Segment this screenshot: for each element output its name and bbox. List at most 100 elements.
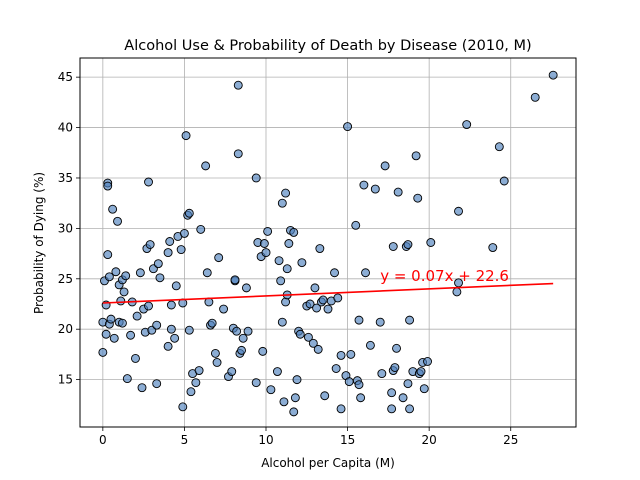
data-point — [289, 407, 299, 417]
data-point — [163, 248, 173, 258]
data-point — [494, 142, 504, 152]
data-point — [230, 275, 240, 285]
data-point — [132, 311, 142, 321]
data-point — [219, 304, 229, 314]
data-point — [315, 244, 325, 253]
data-point — [135, 268, 145, 278]
data-point — [403, 240, 413, 249]
data-point — [413, 193, 423, 203]
data-point — [375, 317, 385, 327]
data-point — [411, 151, 421, 161]
data-point — [104, 272, 114, 282]
data-point — [166, 300, 176, 310]
data-point — [171, 281, 181, 291]
regression-line-group — [102, 282, 554, 304]
y-tick-label: 30 — [58, 221, 73, 235]
y-tick-label: 20 — [58, 322, 73, 336]
data-point — [392, 343, 401, 353]
data-point — [266, 385, 276, 395]
data-point — [377, 369, 387, 379]
data-point — [258, 346, 268, 356]
data-point — [196, 224, 206, 234]
data-point — [201, 161, 211, 171]
data-point — [380, 161, 390, 171]
data-point — [387, 388, 397, 398]
data-point — [416, 367, 426, 376]
data-point — [145, 240, 155, 249]
data-point — [320, 391, 330, 401]
x-tick-label: 15 — [340, 433, 355, 447]
data-point — [184, 208, 194, 218]
data-point — [530, 92, 540, 102]
data-point — [308, 338, 318, 348]
regression-line — [102, 282, 554, 304]
data-point — [251, 173, 261, 183]
data-point — [116, 296, 126, 306]
data-point — [181, 131, 191, 141]
data-point — [106, 314, 116, 324]
x-axis-ticks: 0 5 10 15 20 25 — [99, 427, 518, 447]
data-point — [290, 393, 300, 403]
data-point — [152, 379, 162, 389]
data-point — [387, 404, 397, 414]
data-point — [272, 367, 282, 376]
data-point — [259, 239, 269, 248]
data-point — [323, 304, 333, 314]
data-point — [398, 393, 408, 403]
data-point — [163, 341, 173, 351]
data-point — [313, 344, 323, 354]
data-point — [279, 397, 289, 407]
data-point — [330, 268, 339, 278]
data-point — [194, 366, 204, 375]
data-point — [109, 333, 119, 343]
x-tick-label: 25 — [503, 433, 518, 447]
chart-title: Alcohol Use & Probability of Death by Di… — [124, 38, 531, 54]
data-point — [210, 348, 220, 358]
y-tick-label: 45 — [58, 70, 73, 84]
data-point — [499, 176, 509, 186]
data-point — [365, 340, 375, 350]
x-tick-label: 5 — [181, 433, 189, 447]
data-point — [184, 325, 194, 335]
data-point — [333, 293, 343, 303]
data-point — [165, 237, 175, 246]
data-point — [207, 318, 217, 328]
data-point — [131, 353, 140, 363]
data-point — [166, 324, 176, 334]
data-point — [212, 358, 222, 367]
data-point — [277, 198, 287, 208]
data-point — [419, 384, 429, 394]
data-point — [113, 216, 122, 226]
y-tick-label: 25 — [58, 272, 73, 286]
data-point — [346, 349, 356, 359]
data-point — [238, 333, 248, 343]
data-point — [176, 245, 186, 255]
data-point — [359, 180, 369, 190]
data-point — [191, 378, 201, 388]
data-point — [388, 242, 398, 251]
data-point — [155, 273, 165, 283]
data-point — [351, 220, 361, 230]
data-point — [179, 228, 189, 238]
data-point — [295, 329, 305, 339]
data-point — [318, 295, 328, 305]
data-point — [405, 315, 415, 325]
data-point — [108, 204, 118, 214]
data-point — [233, 80, 243, 90]
x-axis-label: Alcohol per Capita (M) — [261, 456, 395, 470]
data-point — [297, 258, 307, 268]
data-point — [101, 329, 111, 339]
plot-frame — [79, 57, 577, 428]
x-tick-label: 20 — [422, 433, 437, 447]
data-point — [403, 379, 413, 389]
data-point — [310, 283, 320, 293]
data-point — [122, 374, 132, 384]
data-point — [232, 326, 242, 336]
data-point — [103, 250, 113, 260]
data-point — [152, 320, 162, 330]
data-point — [251, 378, 261, 388]
data-point — [452, 287, 462, 297]
data-point — [98, 347, 108, 357]
